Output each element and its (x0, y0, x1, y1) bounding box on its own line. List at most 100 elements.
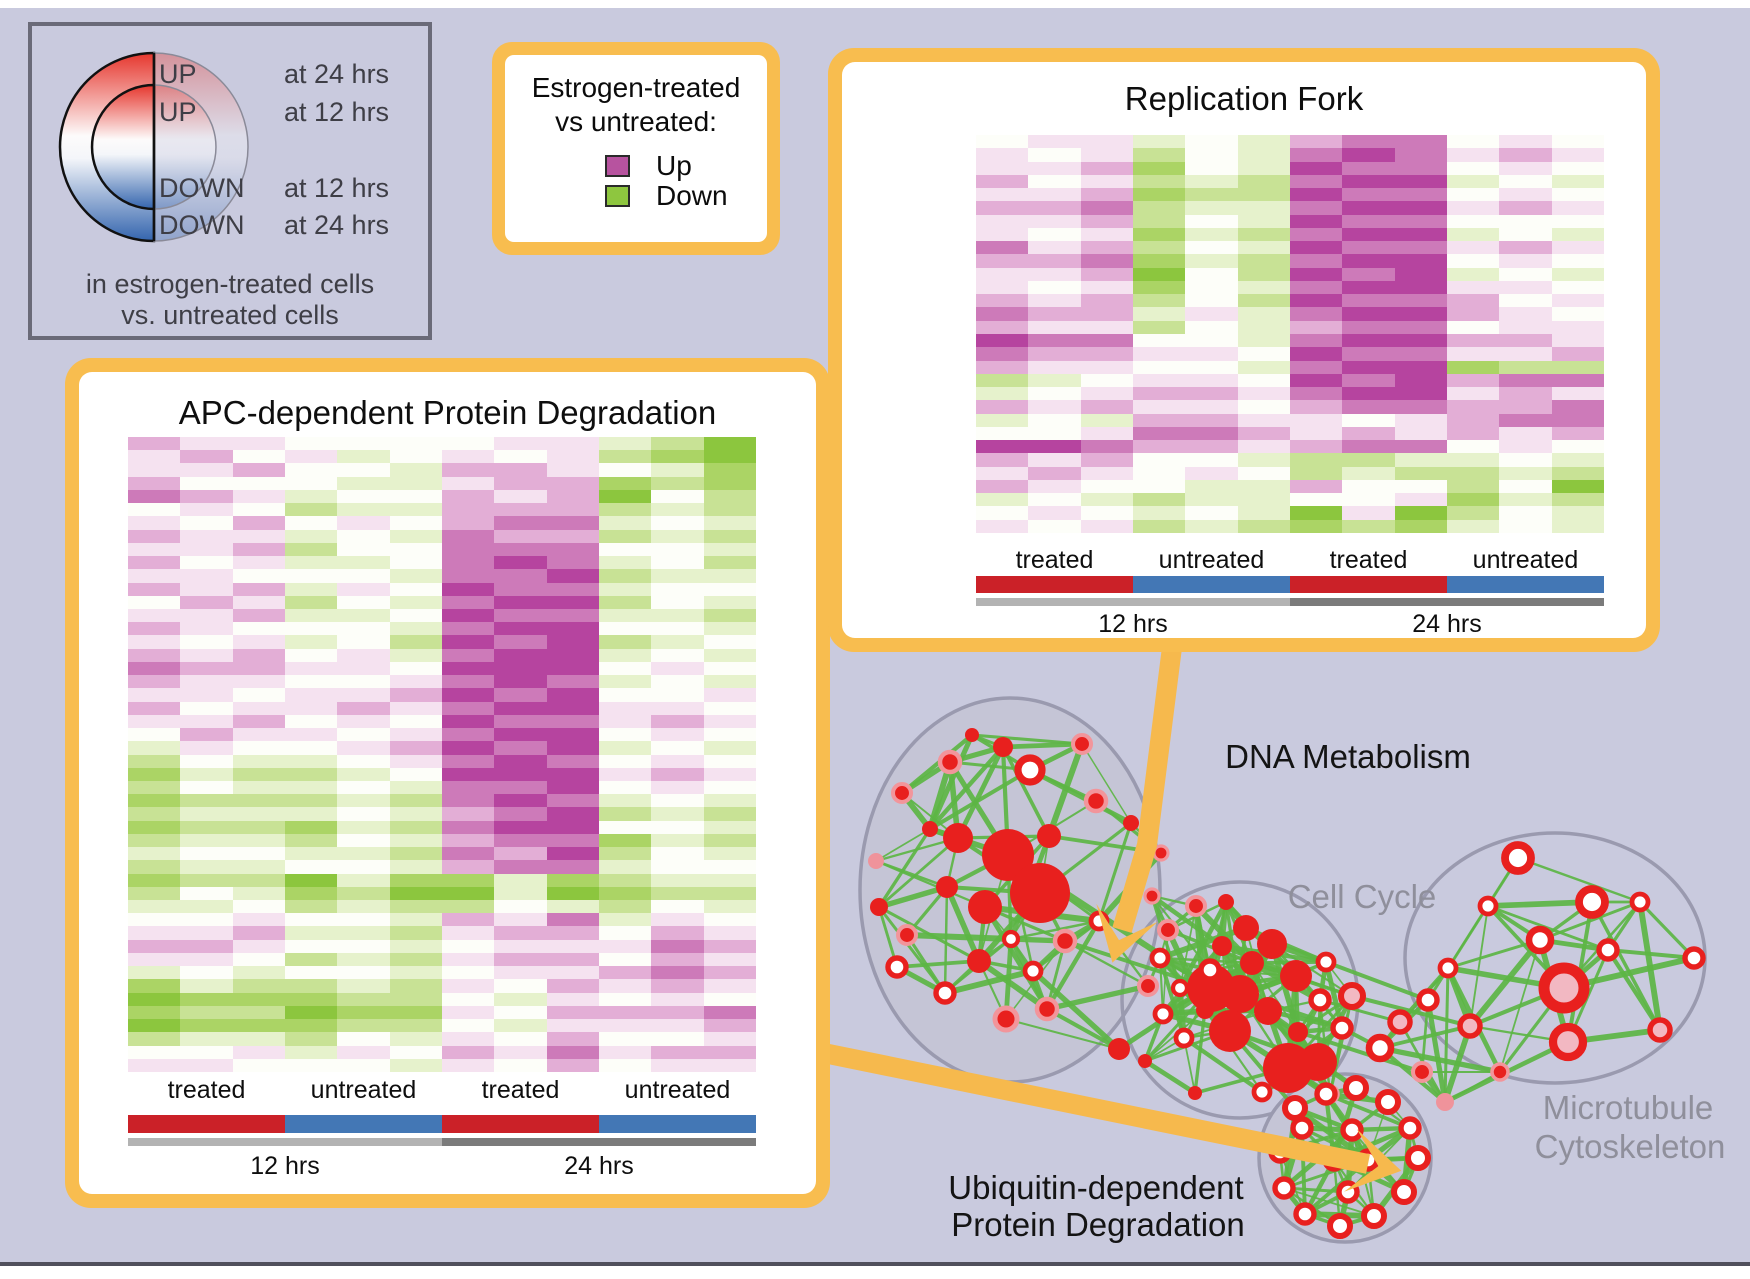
heatmap-cell (494, 886, 547, 901)
heatmap-cell (441, 886, 495, 901)
heatmap-cell (1394, 479, 1447, 494)
network-node (1596, 938, 1620, 962)
network-edge (896, 959, 980, 969)
heatmap-cell (180, 966, 233, 980)
heatmap-cell (546, 1019, 599, 1033)
legend-footer-line2: vs. untreated cells (121, 300, 339, 330)
heatmap-cell (598, 1019, 652, 1033)
heatmap-cell (1028, 400, 1081, 414)
heatmap-cell (1394, 267, 1447, 281)
heatmap-cell (1394, 426, 1447, 441)
heatmap-cell (284, 608, 338, 623)
heatmap-cell (1185, 493, 1238, 507)
heatmap-cell (389, 661, 442, 676)
figure-bottom-border (0, 1262, 1750, 1266)
heatmap-cell (1499, 241, 1552, 255)
heatmap-cell (546, 979, 599, 993)
heatmap-cell (389, 767, 442, 781)
heatmap-cell (1499, 174, 1552, 189)
heatmap-cell (494, 1019, 547, 1033)
heatmap-cell (546, 767, 599, 781)
heatmap-cell (284, 780, 338, 795)
network-edge (1001, 746, 1051, 837)
network-node (1490, 1062, 1510, 1082)
heatmap-cell (703, 992, 756, 1006)
heatmap-cell (976, 201, 1029, 215)
heatmap-cell (1551, 333, 1604, 348)
heatmap-cell (651, 833, 704, 848)
heatmap-cell (494, 622, 547, 636)
time-label: 12 hrs (250, 1152, 320, 1180)
network-node (1037, 824, 1061, 848)
heatmap-cell (441, 1032, 495, 1046)
heatmap-cell (1446, 413, 1500, 427)
heatmap-cell (389, 900, 442, 914)
heatmap-cell (232, 450, 285, 464)
heatmap-cell (703, 913, 756, 927)
heatmap-cell (1551, 161, 1604, 175)
heatmap-cell (1289, 254, 1343, 268)
heatmap-cell (976, 161, 1029, 175)
heatmap-cell (180, 926, 233, 940)
heatmap-cell (232, 1032, 285, 1046)
heatmap-cell (1185, 201, 1238, 215)
heatmap-cell (546, 1058, 599, 1072)
heatmap-cell (128, 556, 181, 570)
heatmap-cell (232, 437, 285, 451)
heatmap-cell (1289, 201, 1343, 215)
heatmap-cell (1551, 360, 1604, 374)
heatmap-cell (598, 714, 652, 729)
heatmap-cell (1237, 479, 1290, 494)
heatmap-cell (1394, 440, 1447, 454)
heatmap-cell (1446, 479, 1500, 494)
network-node (1315, 951, 1337, 973)
heatmap-cell (232, 913, 285, 927)
network-edge (875, 859, 948, 889)
apc-panel-inner: APC-dependent Protein Degradation treate… (79, 372, 816, 1194)
heatmap-cell (1237, 320, 1290, 334)
heatmap-cell (1185, 506, 1238, 520)
group-label: treated (481, 1076, 560, 1104)
heatmap-cell (651, 886, 704, 901)
node-color-legend: UP at 24 hrs UP at 12 hrs DOWN at 12 hrs… (28, 22, 432, 340)
heatmap-cell (441, 661, 495, 676)
heatmap-cell (337, 556, 390, 570)
time-label: 12 hrs (1098, 610, 1168, 638)
heatmap-cell (494, 661, 547, 676)
heatmap-cell (1394, 333, 1447, 348)
timebar-12hrs (976, 598, 1290, 606)
network-node (1052, 928, 1078, 954)
heatmap-cell (232, 741, 285, 755)
heatmap-cell (180, 754, 233, 768)
updown-legend-title: Estrogen-treated vs untreated: (505, 71, 767, 139)
apc-time-bar (128, 1138, 756, 1146)
heatmap-cell (128, 1019, 181, 1033)
heatmap-cell (441, 714, 495, 729)
heatmap-cell (389, 556, 442, 570)
heatmap-cell (284, 701, 338, 715)
heatmap-cell (389, 913, 442, 927)
heatmap-cell (494, 741, 547, 755)
heatmap-cell (1446, 373, 1500, 388)
heatmap-cell (441, 529, 495, 543)
replication-panel-title: Replication Fork (1124, 80, 1364, 117)
heatmap-cell (976, 241, 1029, 255)
heatmap-cell (703, 794, 756, 808)
network-node (965, 728, 979, 742)
heatmap-cell (703, 741, 756, 755)
heatmap-cell (180, 767, 233, 781)
heatmap-cell (180, 661, 233, 676)
heatmap-cell (441, 939, 495, 953)
heatmap-cell (546, 741, 599, 755)
heatmap-cell (651, 489, 704, 504)
heatmap-cell (1185, 400, 1238, 414)
heatmap-cell (1237, 347, 1290, 361)
network-edge (1251, 962, 1299, 1033)
heatmap-cell (1499, 519, 1552, 533)
network-node (1477, 895, 1499, 917)
heatmap-cell (494, 595, 547, 609)
heatmap-cell (284, 952, 338, 967)
network-edge (971, 733, 1083, 746)
network-node (1156, 918, 1180, 942)
heatmap-cell (703, 529, 756, 543)
